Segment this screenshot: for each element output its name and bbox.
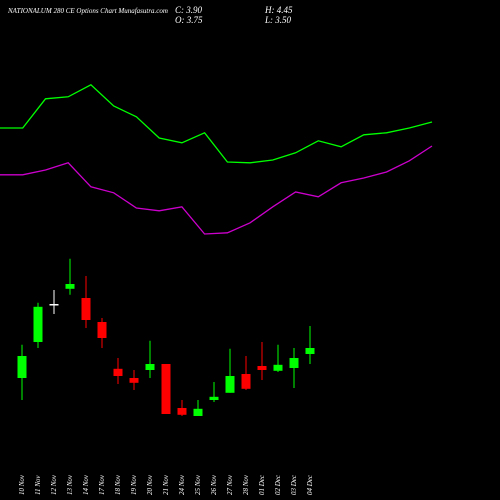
x-tick-label: 17 Nov <box>98 474 106 495</box>
x-tick-label: 02 Dec <box>274 474 282 495</box>
ohlc-open: O: 3.75 <box>175 15 203 25</box>
candle-body <box>225 376 235 393</box>
candle-body <box>161 364 171 414</box>
x-tick-label: 28 Nov <box>242 474 250 495</box>
candle-body <box>193 408 203 416</box>
candle-body <box>209 396 219 400</box>
candle-body <box>49 304 59 306</box>
ohlc-close: C: 3.90 <box>175 5 203 15</box>
candle-body <box>289 358 299 368</box>
x-tick-label: 03 Dec <box>290 474 298 495</box>
candle-body <box>97 322 107 338</box>
x-tick-label: 27 Nov <box>226 474 234 495</box>
candle-body <box>129 378 139 383</box>
x-tick-label: 11 Nov <box>34 475 42 495</box>
candle-body <box>177 408 187 415</box>
candle-body <box>65 284 75 289</box>
candle-body <box>17 356 27 378</box>
x-tick-label: 24 Nov <box>178 474 186 495</box>
x-tick-label: 12 Nov <box>50 474 58 495</box>
x-tick-label: 19 Nov <box>130 474 138 495</box>
candle-body <box>81 298 91 320</box>
candle-body <box>145 364 155 370</box>
x-tick-label: 18 Nov <box>114 474 122 495</box>
candle-body <box>257 366 267 370</box>
chart-title: NATIONALUM 280 CE Options Chart Munafasu… <box>7 7 168 15</box>
ohlc-high: H: 4.45 <box>264 5 293 15</box>
candle-body <box>33 306 43 342</box>
ohlc-low: L: 3.50 <box>264 15 292 25</box>
x-tick-label: 10 Nov <box>18 474 26 495</box>
indicator-line <box>0 84 433 164</box>
x-tick-label: 26 Nov <box>210 474 218 495</box>
x-tick-label: 20 Nov <box>146 474 154 495</box>
indicator-line <box>0 145 433 235</box>
candle-body <box>305 348 315 354</box>
candle-body <box>113 368 123 376</box>
x-tick-label: 14 Nov <box>82 474 90 495</box>
candle-body <box>241 374 251 389</box>
x-tick-label: 25 Nov <box>194 474 202 495</box>
x-tick-label: 21 Nov <box>162 474 170 495</box>
candle-body <box>273 364 283 371</box>
x-tick-label: 01 Dec <box>258 474 266 495</box>
x-tick-label: 13 Nov <box>66 474 74 495</box>
x-tick-label: 04 Dec <box>306 474 314 495</box>
